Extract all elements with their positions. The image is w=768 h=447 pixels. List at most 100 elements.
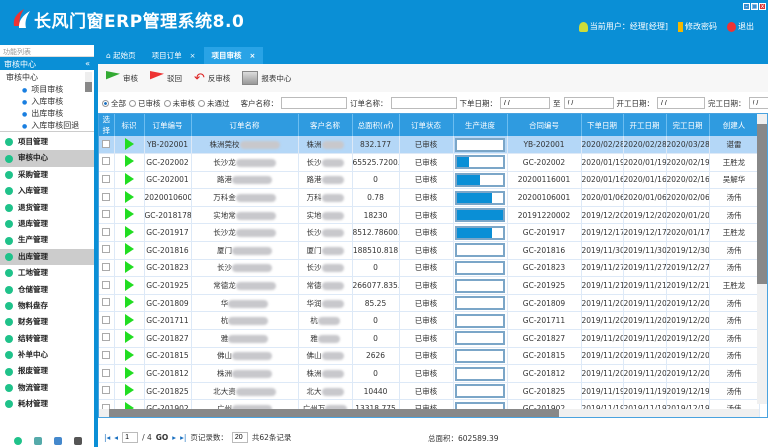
table-row[interactable]: GC-201815 佛山 佛山 2626 已审核 GC-201815 2019/11/20 2…	[99, 347, 760, 366]
sidebar-section-header[interactable]: 审核中心 «	[0, 57, 94, 70]
column-header[interactable]: 订单状态	[399, 114, 454, 136]
next-page-button[interactable]: ▸	[172, 432, 177, 442]
table-row[interactable]: GC-202001 路港 路港 0 已审核 20200116001 2020/01/16 20…	[99, 171, 760, 190]
unapprove-button[interactable]: ↶ 反审核	[194, 70, 231, 86]
tab-project-audit[interactable]: 项目审核 ×	[203, 47, 264, 64]
tree-root[interactable]: 审核中心	[6, 73, 38, 82]
sidebar-item[interactable]: 结转管理	[0, 331, 94, 347]
sidebar-item[interactable]: 报废管理	[0, 363, 94, 379]
minimize-button[interactable]: -	[743, 3, 750, 10]
page-size-input[interactable]	[231, 431, 248, 443]
column-header[interactable]: 选择	[99, 114, 115, 136]
sidebar-item[interactable]: 工地管理	[0, 265, 94, 281]
row-checkbox[interactable]	[102, 210, 111, 219]
sidebar-item[interactable]: 审核中心	[0, 150, 94, 167]
column-header[interactable]: 生产进度	[453, 114, 508, 136]
tree-item-inbound-audit[interactable]: 入库审核	[6, 96, 94, 108]
go-button[interactable]: GO	[155, 432, 169, 442]
logout-link[interactable]: 退出	[727, 21, 754, 32]
sidebar-item[interactable]: 生产管理	[0, 232, 94, 248]
circle-icon[interactable]	[14, 437, 22, 445]
table-row[interactable]: GC-201823 长沙 长沙 0 已审核 GC-201823 2019/11/27 2019…	[99, 259, 760, 278]
sidebar-item[interactable]: 退货管理	[0, 200, 94, 216]
row-checkbox[interactable]	[102, 157, 111, 166]
column-header[interactable]: 合同编号	[507, 114, 582, 136]
tree-scrollbar[interactable]	[85, 72, 92, 92]
order-name-input[interactable]	[390, 97, 457, 109]
close-tab-icon[interactable]: ×	[189, 52, 196, 60]
sidebar-item[interactable]: 出库管理	[0, 248, 94, 266]
tree-item-outbound-audit[interactable]: 出库审核	[6, 108, 94, 120]
row-checkbox[interactable]	[102, 227, 111, 236]
table-row[interactable]: GC-201825 北大资 北大 10440 已审核 GC-201825 2019/11/1…	[99, 382, 760, 401]
table-row[interactable]: GC-201711 杭杭 0 已审核 GC-201711 2019/11/20 2019/1…	[99, 311, 760, 331]
column-header[interactable]: 完工日期	[666, 114, 710, 136]
table-row[interactable]: GC-201925常德龙常德266077.835...已审核GC-2019252…	[99, 276, 760, 295]
tree-item-project-audit[interactable]: 项目审核	[6, 84, 94, 96]
row-checkbox[interactable]	[102, 350, 111, 359]
tool-icon[interactable]	[74, 437, 82, 445]
radio-all[interactable]: 全部	[102, 98, 126, 109]
customer-input[interactable]	[281, 97, 347, 109]
sidebar-item[interactable]: 物料盘存	[0, 298, 94, 314]
row-checkbox[interactable]	[102, 139, 111, 148]
row-checkbox[interactable]	[102, 386, 111, 395]
sidebar-item[interactable]: 入库管理	[0, 183, 94, 199]
table-row[interactable]: GC-201809 华华润 85.25 已审核 GC-201809 2019/11/20 2…	[99, 294, 760, 313]
tab-project-orders[interactable]: 项目订单 ×	[151, 51, 196, 60]
prev-page-button[interactable]: ◂	[114, 432, 119, 442]
book-icon[interactable]	[54, 437, 62, 445]
table-row[interactable]: GC-201917长沙龙长沙8512.78600...已审核GC-2019172…	[99, 223, 760, 243]
maximize-button[interactable]: □	[751, 3, 758, 10]
row-checkbox[interactable]	[102, 280, 111, 289]
sidebar-item[interactable]: 补单中心	[0, 347, 94, 363]
close-tab-icon[interactable]: ×	[249, 52, 256, 60]
cart-icon[interactable]	[34, 437, 42, 445]
order-date-to[interactable]	[563, 97, 614, 109]
row-checkbox[interactable]	[102, 368, 111, 377]
finish-date-input[interactable]	[748, 97, 768, 109]
table-row[interactable]: GC-202002长沙龙长沙65525.7200...已审核GC-2020022…	[99, 153, 760, 172]
radio-unapproved[interactable]: 未审核	[163, 98, 195, 109]
table-row[interactable]: YB-202001 株洲莞校 株洲 832.177 已审核 YB-202001 2020/0…	[99, 136, 760, 155]
tab-home[interactable]: ⌂ 起始页	[106, 51, 136, 60]
collapse-icon[interactable]: «	[85, 59, 90, 68]
column-header[interactable]: 订单名称	[191, 114, 299, 136]
row-checkbox[interactable]	[102, 262, 111, 271]
column-header[interactable]: 客户名称	[298, 114, 353, 136]
tree-item-inbound-rollback[interactable]: 入库审核回退	[6, 120, 94, 132]
page-input[interactable]	[122, 431, 139, 443]
table-row[interactable]: GC-201816 厦门 厦门 188510.818 已审核 GC-201816 2019/…	[99, 241, 760, 260]
table-row[interactable]: 20200106001万科金万科0.78已审核202001060012020/0…	[99, 188, 760, 207]
column-header[interactable]: 标识	[114, 114, 145, 136]
table-row[interactable]: GC-201827 雅雅 0 已审核 GC-201827 2019/11/20 2019/1…	[99, 329, 760, 348]
last-page-button[interactable]: ▸|	[180, 432, 187, 442]
column-header[interactable]: 订单编号	[144, 114, 192, 136]
table-row[interactable]: GC-201812 株洲 株洲 0 已审核 GC-201812 2019/11/20 2019…	[99, 364, 760, 383]
column-header[interactable]: 下单日期	[581, 114, 624, 136]
row-checkbox[interactable]	[102, 333, 111, 342]
sidebar-item[interactable]: 仓储管理	[0, 282, 94, 298]
row-checkbox[interactable]	[102, 192, 111, 201]
approve-button[interactable]: 审核	[106, 71, 138, 85]
row-checkbox[interactable]	[102, 315, 111, 324]
table-row[interactable]: GC-2018178 实地常 实地 18230 已审核 20191220002 2019/1…	[99, 206, 760, 225]
change-password-link[interactable]: 修改密码	[678, 21, 717, 32]
radio-rejected[interactable]: 未通过	[198, 98, 230, 109]
order-date-from[interactable]	[500, 97, 550, 109]
column-header[interactable]: 总面积(㎡)	[352, 114, 400, 136]
sidebar-item[interactable]: 物流管理	[0, 380, 94, 396]
start-date-input[interactable]	[657, 97, 705, 109]
column-header[interactable]: 创建人	[709, 114, 760, 136]
report-center-button[interactable]: 报表中心	[242, 71, 291, 85]
sidebar-item[interactable]: 耗材管理	[0, 396, 94, 412]
sidebar-item[interactable]: 采购管理	[0, 167, 94, 183]
column-header[interactable]: 开工日期	[623, 114, 667, 136]
reject-button[interactable]: 驳回	[150, 71, 182, 85]
close-button[interactable]: x	[759, 3, 766, 10]
first-page-button[interactable]: |◂	[104, 432, 111, 442]
row-checkbox[interactable]	[102, 298, 111, 307]
sidebar-item[interactable]: 项目管理	[0, 134, 94, 150]
row-checkbox[interactable]	[102, 174, 111, 183]
horizontal-scrollbar[interactable]	[99, 409, 759, 417]
